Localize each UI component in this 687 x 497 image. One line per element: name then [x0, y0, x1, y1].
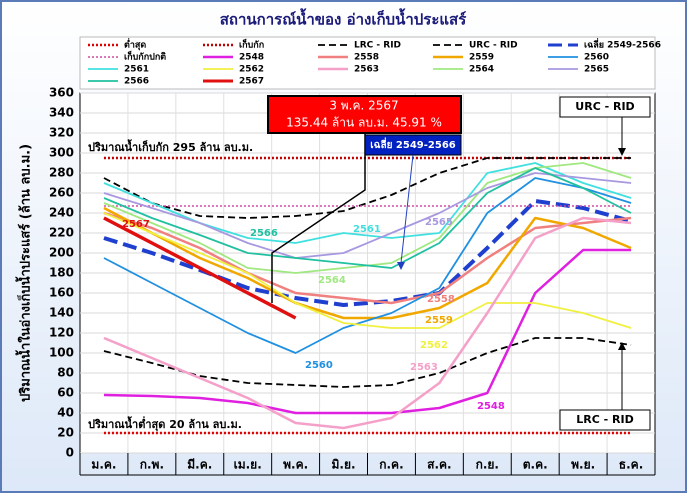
lrc-label: LRC - RID	[576, 413, 633, 426]
y-tick-label: 180	[49, 266, 74, 280]
legend-label: 2561	[124, 65, 149, 75]
legend-label: เฉลี่ย 2549-2566	[584, 38, 661, 51]
series-line	[103, 211, 632, 305]
y-tick-label: 60	[57, 386, 74, 400]
callout-box	[267, 95, 462, 134]
legend-label: 2548	[239, 53, 264, 63]
x-tick-label: ธ.ค.	[619, 458, 643, 472]
y-tick-label: 0	[66, 446, 74, 460]
line-label: 2564	[318, 275, 346, 286]
line-label: 2558	[427, 294, 455, 305]
line-label: 2548	[477, 401, 505, 412]
x-tick-label: ก.ย.	[476, 458, 499, 472]
urc-box	[559, 96, 651, 118]
callout-date: 3 พ.ค. 2567	[329, 99, 398, 113]
x-tick-label: ก.พ.	[140, 458, 164, 472]
line-label: 2563	[410, 362, 438, 373]
line-label: 2560	[305, 360, 333, 371]
series-line	[103, 157, 632, 219]
line-label: 2566	[250, 228, 278, 239]
storage-label: ปริมาณน้ำเก็บกัก 295 ล้าน ลบ.ม.	[88, 139, 253, 154]
callout-value: 135.44 ล้าน ลบ.ม. 45.91 %	[286, 116, 442, 130]
series-line	[103, 199, 632, 307]
x-tick-label: มิ.ย.	[332, 458, 356, 472]
series-line	[103, 212, 632, 329]
legend-label: 2560	[584, 53, 609, 63]
series-line	[103, 206, 632, 320]
x-tick-label: พ.ย.	[571, 458, 595, 472]
average-leader	[400, 154, 414, 264]
series-line	[103, 177, 632, 354]
series-line	[103, 216, 632, 430]
legend-label: ต่ำสุด	[124, 38, 146, 51]
line-label: 2561	[353, 224, 381, 235]
y-tick-label: 320	[49, 126, 74, 140]
x-tick-label: ส.ค.	[427, 458, 451, 472]
line-label: 2559	[425, 315, 453, 326]
y-tick-label: 360	[49, 86, 74, 100]
legend-label: 2562	[239, 65, 264, 75]
line-label: 2565	[425, 217, 453, 228]
x-tick-label: ก.ค.	[379, 458, 403, 472]
urc-label: URC - RID	[575, 100, 634, 113]
line-label: 2562	[420, 340, 448, 351]
y-tick-label: 300	[49, 146, 74, 160]
legend-label: เก็บกัก	[239, 38, 264, 51]
legend-label: 2563	[354, 65, 379, 75]
chart-title: สถานการณ์น้ำของ อ่างเก็บน้ำประแสร์	[220, 8, 467, 29]
x-tick-label: มี.ค.	[187, 458, 212, 472]
y-tick-label: 240	[49, 206, 74, 220]
arrow	[397, 262, 405, 270]
series-line	[103, 216, 297, 320]
y-tick-label: 80	[57, 366, 74, 380]
y-tick-label: 160	[49, 286, 74, 300]
y-axis-label: ปริมาณน้ำในอ่างเก็บน้ำประแสร์ (ล้าน ลบ.ม…	[15, 144, 34, 402]
arrow	[618, 342, 626, 350]
x-tick-label: เม.ย.	[234, 458, 262, 472]
y-tick-label: 220	[49, 226, 74, 240]
minimum-label: ปริมาณน้ำต่ำสุด 20 ล้าน ลบ.ม.	[88, 416, 242, 432]
legend-label: 2559	[469, 53, 494, 63]
callout-leader	[271, 133, 366, 303]
legend-label: เก็บกักปกติ	[124, 50, 166, 63]
series-line	[103, 172, 632, 259]
average-label: เฉลี่ย 2549-2566	[370, 137, 456, 151]
legend-label: 2564	[469, 65, 494, 75]
y-tick-label: 120	[49, 326, 74, 340]
y-tick-label: 40	[57, 406, 74, 420]
line-label: 2567	[122, 219, 150, 230]
legend-label: URC - RID	[469, 41, 518, 51]
y-tick-label: 200	[49, 246, 74, 260]
y-tick-label: 100	[49, 346, 74, 360]
legend-label: 2566	[124, 77, 149, 87]
x-tick-label: พ.ค.	[283, 458, 308, 472]
series-line	[103, 167, 632, 269]
series-line	[103, 248, 632, 415]
legend-label: 2567	[239, 77, 264, 87]
legend-label: 2565	[584, 65, 609, 75]
lrc-box	[559, 409, 651, 431]
arrow	[618, 148, 626, 156]
legend-label: LRC - RID	[354, 41, 401, 51]
y-tick-label: 140	[49, 306, 74, 320]
y-tick-label: 20	[57, 426, 74, 440]
x-tick-label: ต.ค.	[523, 458, 548, 472]
y-tick-label: 280	[49, 166, 74, 180]
x-tick-label: ม.ค.	[91, 458, 116, 472]
y-tick-label: 340	[49, 106, 74, 120]
y-tick-label: 260	[49, 186, 74, 200]
legend-label: 2558	[354, 53, 379, 63]
